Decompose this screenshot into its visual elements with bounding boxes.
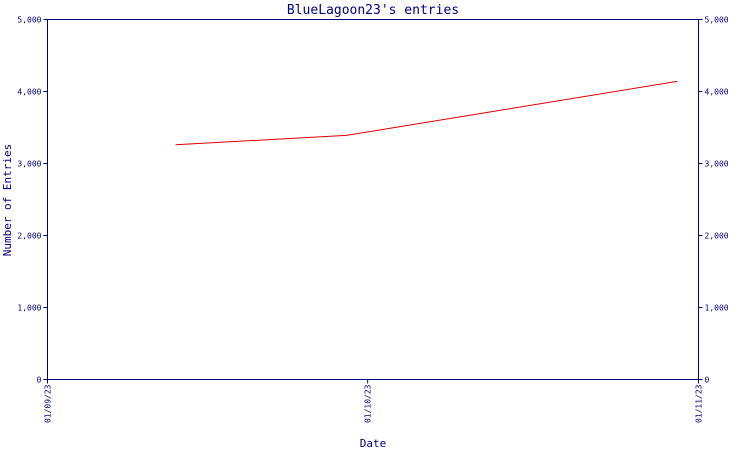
y-axis-left: 0 1,000 2,000 3,000 4,000 5,000 (17, 16, 48, 385)
chart-title: BlueLagoon23's entries (287, 3, 459, 18)
y-axis-label: Number of Entries (1, 144, 14, 257)
y-right-tick-label: 4,000 (705, 88, 729, 97)
y-right-tick-label: 5,000 (705, 16, 729, 25)
y-right-tick-label: 2,000 (705, 232, 729, 241)
entries-series-line (175, 80, 678, 146)
x-axis: 01/09/23 01/10/23 01/11/23 (44, 379, 704, 423)
x-tick-label: 01/11/23 (695, 384, 704, 423)
y-left-tick-label: 1,000 (17, 304, 41, 313)
plot-area-frame (47, 19, 699, 380)
y-right-tick-label: 3,000 (705, 160, 729, 169)
x-axis-label: Date (360, 437, 387, 450)
y-left-tick-label: 4,000 (17, 88, 41, 97)
series-layer (175, 80, 678, 146)
y-axis-right: 0 1,000 2,000 3,000 4,000 5,000 (698, 16, 729, 385)
x-tick-label: 01/09/23 (44, 384, 53, 423)
y-left-tick-label: 3,000 (17, 160, 41, 169)
y-right-tick-label: 1,000 (705, 304, 729, 313)
x-tick-label: 01/10/23 (364, 384, 373, 423)
y-left-tick-label: 5,000 (17, 16, 41, 25)
y-left-tick-label: 0 (37, 376, 42, 385)
y-right-tick-label: 0 (705, 376, 710, 385)
y-left-tick-label: 2,000 (17, 232, 41, 241)
